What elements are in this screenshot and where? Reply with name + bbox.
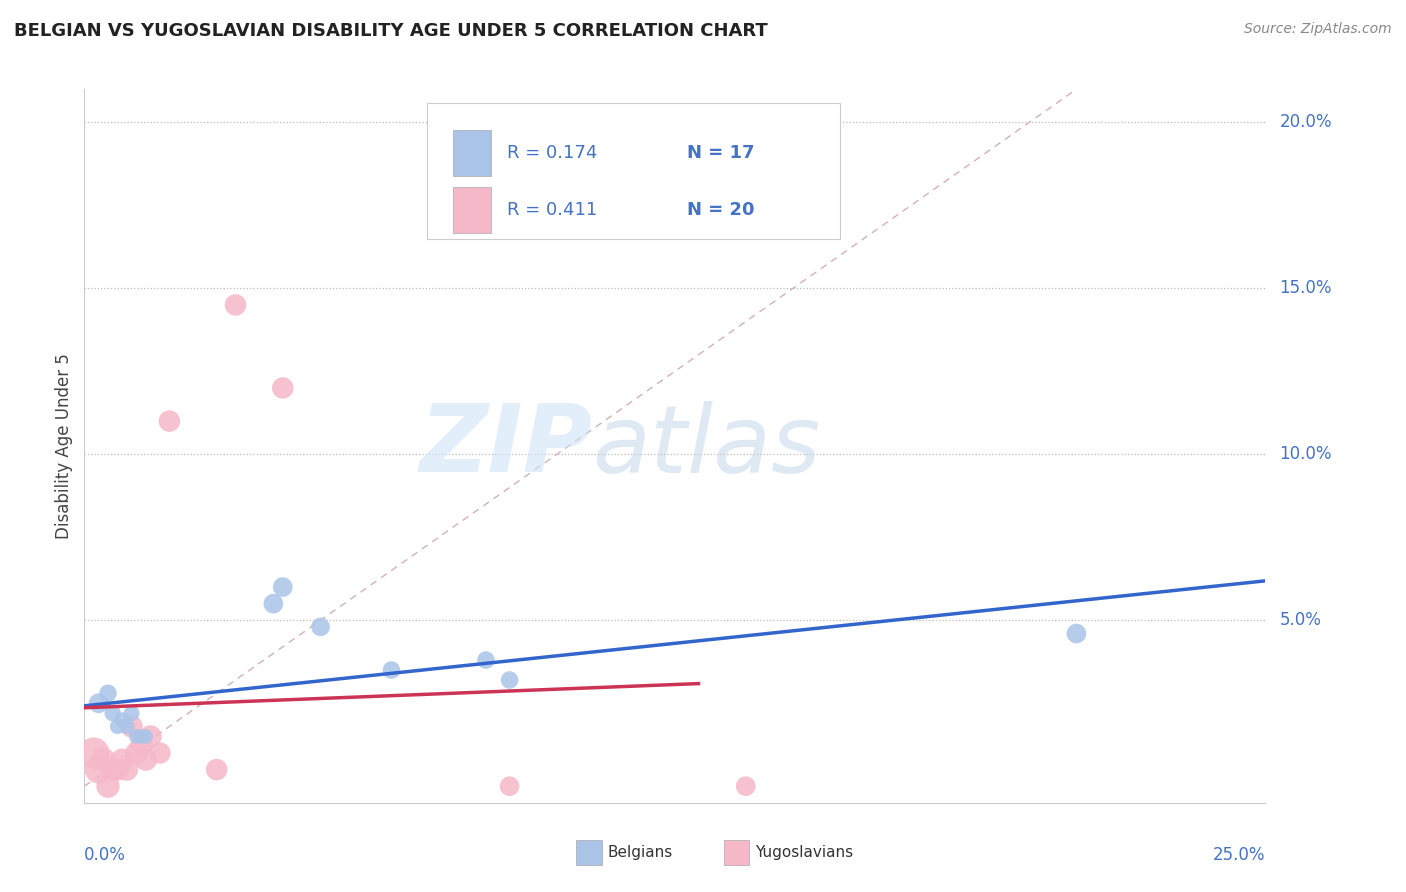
Text: 5.0%: 5.0% xyxy=(1279,611,1322,629)
Point xyxy=(205,763,228,777)
Point xyxy=(149,746,172,760)
Point xyxy=(101,763,124,777)
Point xyxy=(107,719,129,733)
Text: ZIP: ZIP xyxy=(419,400,592,492)
Text: 15.0%: 15.0% xyxy=(1279,279,1331,297)
Point xyxy=(1066,626,1088,640)
Bar xyxy=(453,187,491,234)
Point xyxy=(125,746,148,760)
Y-axis label: Disability Age Under 5: Disability Age Under 5 xyxy=(55,353,73,539)
Point xyxy=(97,686,120,700)
Point xyxy=(734,779,756,793)
Point xyxy=(97,779,120,793)
Point xyxy=(135,753,157,767)
Point xyxy=(475,653,498,667)
Bar xyxy=(453,130,491,177)
Point xyxy=(380,663,402,677)
Text: Yugoslavians: Yugoslavians xyxy=(755,846,853,860)
Text: N = 17: N = 17 xyxy=(686,145,754,162)
Text: R = 0.411: R = 0.411 xyxy=(508,201,598,219)
Point xyxy=(115,719,138,733)
Point xyxy=(115,763,138,777)
Text: 0.0%: 0.0% xyxy=(84,846,127,864)
Point xyxy=(262,597,284,611)
Point xyxy=(111,713,134,727)
Text: 20.0%: 20.0% xyxy=(1279,113,1331,131)
Point xyxy=(139,730,162,744)
Point xyxy=(101,706,124,721)
Point xyxy=(129,739,152,754)
Point xyxy=(135,730,157,744)
Point xyxy=(91,753,114,767)
Point xyxy=(87,763,110,777)
FancyBboxPatch shape xyxy=(427,103,841,239)
Point xyxy=(121,706,143,721)
Point xyxy=(271,580,294,594)
Point xyxy=(498,673,520,687)
Point xyxy=(111,753,134,767)
Text: Source: ZipAtlas.com: Source: ZipAtlas.com xyxy=(1244,22,1392,37)
Text: N = 20: N = 20 xyxy=(686,201,754,219)
Point xyxy=(498,779,520,793)
Point xyxy=(225,298,247,312)
Point xyxy=(107,763,129,777)
Point xyxy=(83,746,105,760)
Text: 25.0%: 25.0% xyxy=(1213,846,1265,864)
Point xyxy=(129,730,152,744)
Text: Belgians: Belgians xyxy=(607,846,672,860)
Text: atlas: atlas xyxy=(592,401,821,491)
Text: R = 0.174: R = 0.174 xyxy=(508,145,598,162)
Text: 10.0%: 10.0% xyxy=(1279,445,1331,463)
Point xyxy=(271,381,294,395)
Point xyxy=(87,696,110,710)
Point xyxy=(309,620,332,634)
Point xyxy=(157,414,180,428)
Point xyxy=(121,719,143,733)
Point xyxy=(125,730,148,744)
Text: BELGIAN VS YUGOSLAVIAN DISABILITY AGE UNDER 5 CORRELATION CHART: BELGIAN VS YUGOSLAVIAN DISABILITY AGE UN… xyxy=(14,22,768,40)
